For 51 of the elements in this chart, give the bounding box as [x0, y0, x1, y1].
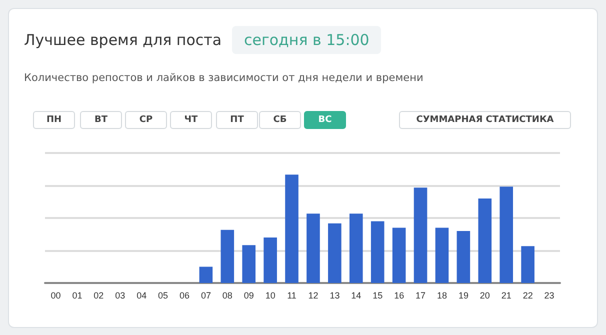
bar [285, 174, 298, 283]
x-tick-label: 12 [308, 290, 318, 300]
bar [242, 245, 256, 283]
bar [478, 198, 492, 283]
x-tick-label: 22 [522, 290, 533, 300]
x-tick-label: 19 [458, 290, 468, 300]
x-tick-label: 04 [136, 290, 147, 300]
x-tick-label: 17 [416, 290, 426, 300]
text: сегодня в 15:00 [232, 26, 382, 54]
bar [264, 238, 277, 283]
x-tick-label: 07 [200, 290, 211, 300]
x-tick-label: 13 [330, 290, 340, 300]
text: ВС [304, 111, 346, 129]
x-tick-label: 15 [372, 290, 383, 300]
bar [414, 188, 428, 283]
chart-title: Лучшее время для поста [24, 31, 222, 49]
x-tick-label: 03 [115, 290, 126, 300]
bar [456, 231, 470, 283]
x-tick-label: 23 [544, 290, 554, 300]
x-tick-label: 01 [72, 290, 82, 300]
x-tick-label: 16 [394, 290, 404, 300]
text: ВТ [80, 111, 122, 129]
x-tick-label: 14 [351, 290, 362, 300]
bar [328, 223, 342, 283]
text: СУММАРНАЯ СТАТИСТИКА [399, 111, 571, 129]
text: ПТ [216, 111, 258, 129]
chart-subtitle: Количество репостов и лайков в зависимости от дня недели и времени [24, 72, 424, 84]
bar [199, 266, 213, 283]
x-tick-label: 11 [287, 290, 296, 300]
x-tick-label: 20 [480, 290, 490, 300]
x-tick-label: 05 [158, 290, 168, 300]
bar [392, 228, 406, 283]
x-tick-label: 08 [222, 290, 232, 300]
x-tick-label: 10 [265, 290, 276, 300]
x-tick-label: 06 [179, 290, 190, 300]
bar [435, 228, 449, 283]
bar [370, 221, 384, 283]
bar [306, 214, 320, 283]
x-tick-label: 09 [244, 290, 254, 300]
bar [220, 230, 234, 283]
text: ПН [33, 111, 75, 129]
x-tick-label: 21 [501, 290, 512, 300]
bar [349, 214, 363, 283]
x-tick-label: 02 [94, 290, 104, 300]
text: СБ [259, 111, 301, 129]
x-tick-label: 00 [50, 290, 61, 300]
text: ЧТ [170, 111, 212, 129]
bar [521, 246, 534, 283]
bar [500, 186, 514, 283]
text: СР [125, 111, 167, 129]
x-tick-label: 18 [436, 290, 447, 300]
